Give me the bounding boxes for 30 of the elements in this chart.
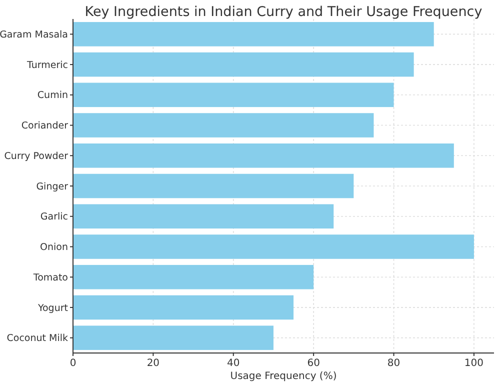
bar (73, 82, 394, 108)
x-tick-label: 40 (227, 358, 240, 369)
bar (73, 234, 474, 259)
y-tick-label: Yogurt (36, 302, 68, 314)
x-tick-label: 20 (146, 358, 160, 369)
y-tick-label: Garam Masala (0, 30, 68, 41)
bar (73, 22, 434, 46)
y-tick-label: Ginger (36, 181, 68, 192)
bar (73, 174, 354, 198)
bar (73, 52, 414, 77)
bar (73, 326, 274, 350)
y-tick-label: Coconut Milk (6, 333, 68, 344)
bar (73, 113, 374, 138)
x-tick-label: 100 (464, 358, 484, 369)
y-tick-label: Cumin (37, 90, 68, 102)
x-tick-label: 0 (70, 358, 76, 369)
bar (73, 264, 314, 290)
y-tick-label: Curry Powder (4, 150, 68, 162)
chart-title: Key Ingredients in Indian Curry and Their Usage Frequency (84, 4, 482, 20)
y-tick-label: Coriander (21, 120, 68, 132)
x-axis-title: Usage Frequency (%) (230, 371, 337, 382)
x-tick-label: 60 (307, 358, 320, 369)
x-tick-label: 80 (387, 358, 400, 369)
bar (73, 204, 334, 229)
y-tick-label: Onion (40, 242, 68, 254)
bar (73, 143, 454, 168)
y-tick-label: Tomato (32, 272, 68, 284)
y-tick-label: Turmeric (26, 60, 68, 71)
y-tick-label: Garlic (40, 212, 68, 223)
bar (73, 295, 294, 320)
